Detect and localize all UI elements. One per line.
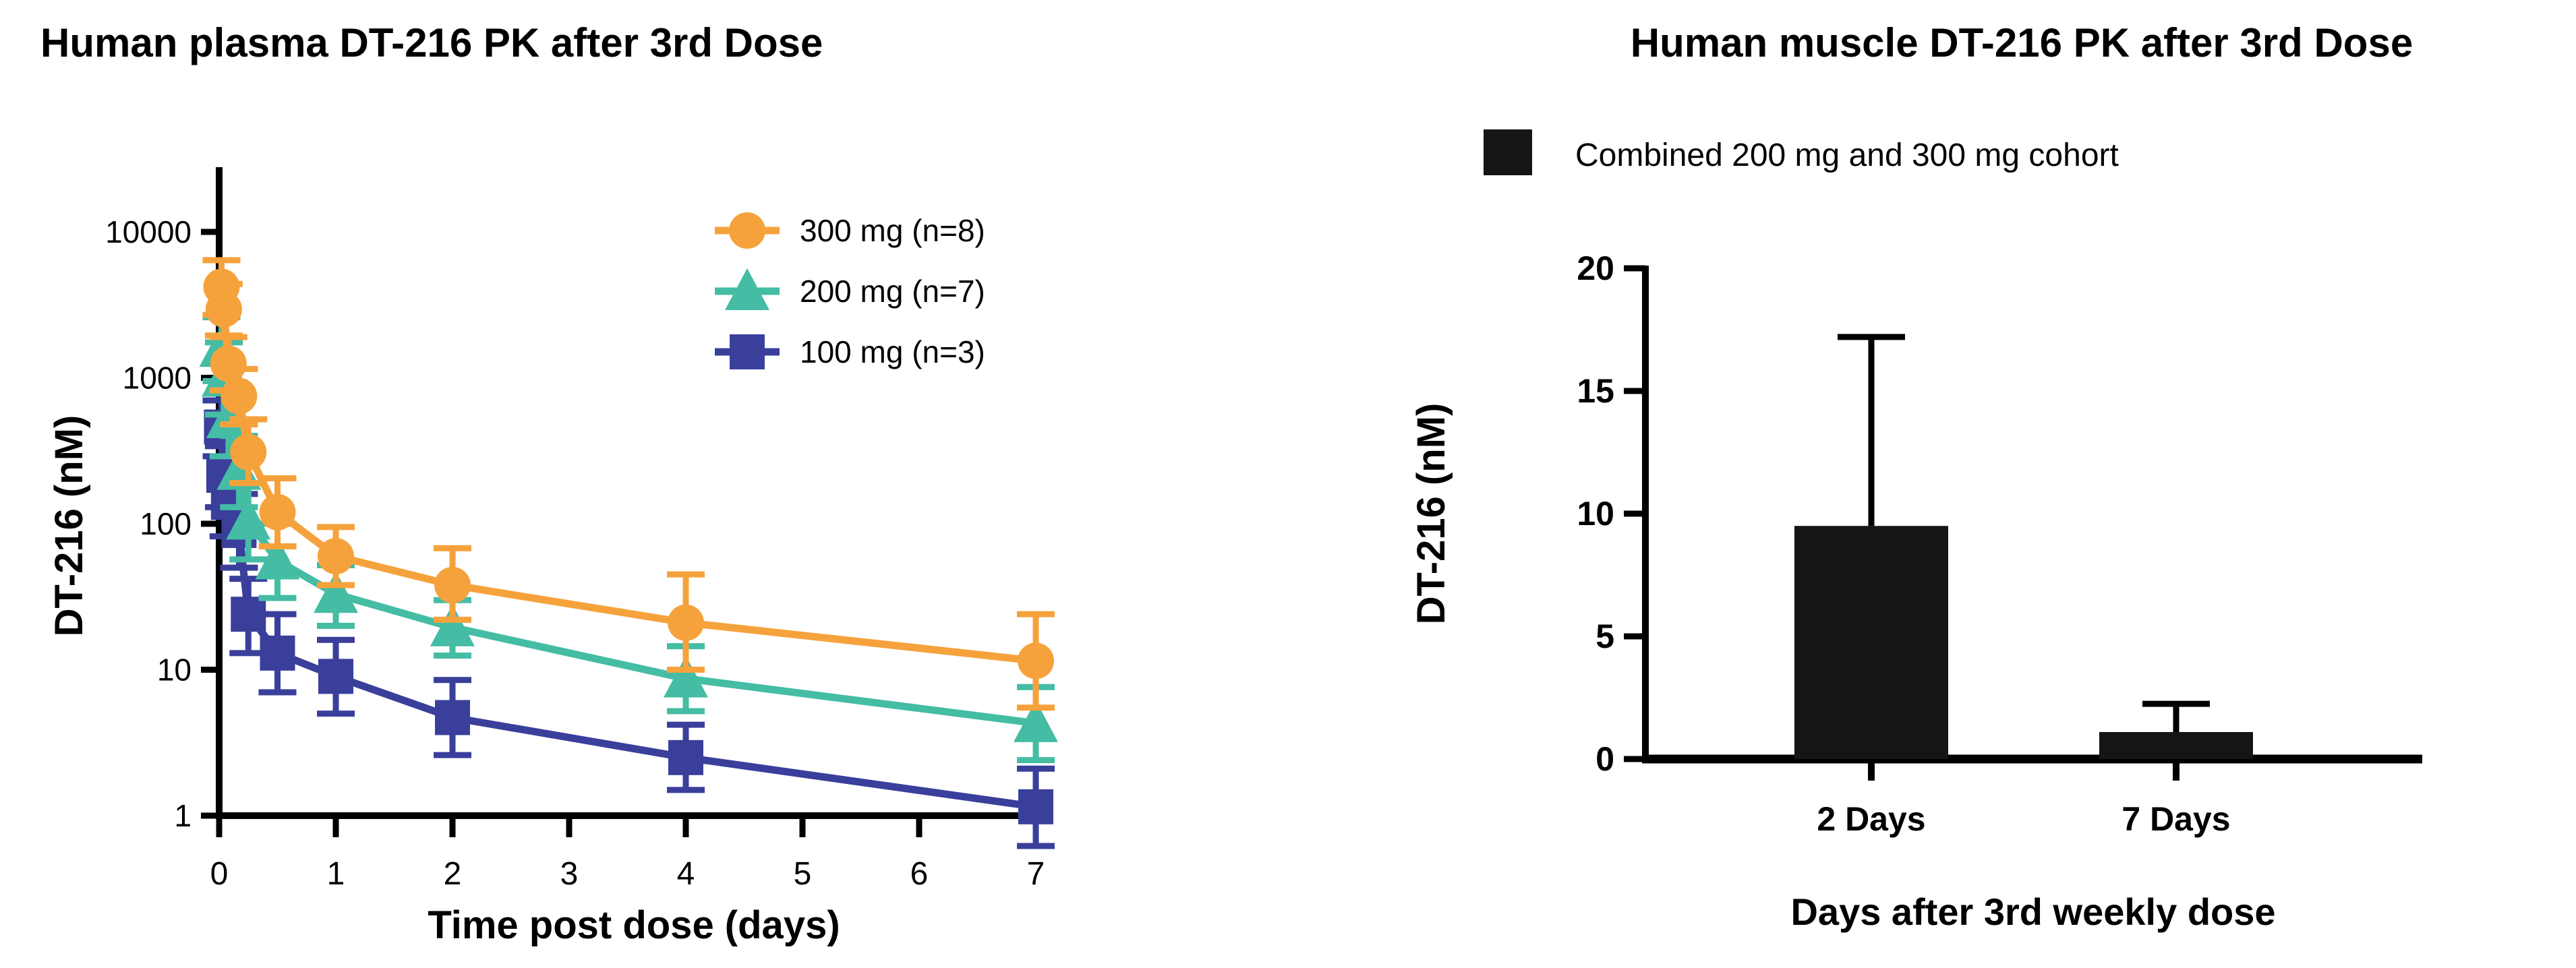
muscle-legend-swatch (1484, 129, 1532, 175)
triangle-marker (430, 604, 475, 646)
legend-triangle-marker (725, 268, 769, 310)
muscle-plot-area: 0 5 10 15 20 2 Days 7 Days (1577, 249, 2422, 838)
triangle-marker (314, 571, 358, 613)
plasma-legend-label-100mg: 100 mg (n=3) (800, 334, 985, 369)
square-marker (231, 597, 266, 632)
circle-marker (205, 291, 242, 328)
square-marker (435, 700, 470, 735)
muscle-y-tick-label: 20 (1577, 249, 1614, 287)
circle-marker (1018, 642, 1054, 679)
circle-marker (668, 604, 704, 641)
circle-marker (259, 493, 296, 531)
plasma-legend-label-300mg: 300 mg (n=8) (800, 213, 985, 248)
circle-marker (434, 566, 471, 603)
muscle-y-tick-label: 0 (1596, 740, 1614, 778)
square-marker (260, 635, 295, 671)
bar-2-Days (1794, 526, 1948, 759)
muscle-y-tick-label: 15 (1577, 372, 1614, 410)
plasma-y-axis-label: DT-216 (nM) (47, 415, 91, 637)
bar-7-Days (2099, 731, 2253, 759)
plasma-x-tick-label: 7 (1027, 856, 1045, 892)
square-marker (1018, 789, 1053, 824)
muscle-category-label: 2 Days (1817, 800, 1925, 838)
circle-marker (210, 345, 247, 382)
muscle-y-axis-label: DT-216 (nM) (1409, 403, 1453, 625)
legend-circle-marker (729, 212, 765, 249)
plasma-x-tick-label: 2 (444, 856, 462, 892)
plasma-y-tick-label: 1000 (123, 361, 192, 396)
circle-marker (230, 433, 267, 471)
plasma-chart-title: Human plasma DT-216 PK after 3rd Dose (40, 20, 823, 65)
circle-marker (318, 538, 354, 575)
square-marker (668, 739, 703, 775)
triangle-marker (1014, 700, 1058, 742)
plasma-y-tick-label: 10 (157, 653, 192, 688)
plasma-y-tick-label: 1 (174, 798, 192, 833)
triangle-marker (206, 396, 251, 438)
plasma-x-tick-label: 1 (327, 856, 345, 892)
plasma-x-tick-label: 3 (560, 856, 579, 892)
circle-marker (221, 377, 258, 415)
plasma-x-tick-label: 5 (794, 856, 812, 892)
muscle-y-tick-label: 10 (1577, 495, 1614, 533)
muscle-x-axis-label: Days after 3rd weekly dose (1790, 890, 2275, 933)
muscle-category-label: 7 Days (2121, 800, 2230, 838)
plasma-y-tick-label: 100 (140, 506, 192, 541)
triangle-marker (664, 655, 708, 698)
square-marker (318, 659, 353, 694)
muscle-legend-label: Combined 200 mg and 300 mg cohort (1575, 138, 2119, 173)
plasma-x-tick-label: 6 (910, 856, 929, 892)
muscle-legend: Combined 200 mg and 300 mg cohort (1484, 129, 2119, 175)
muscle-chart-title: Human muscle DT-216 PK after 3rd Dose (1631, 20, 2413, 65)
muscle-y-tick-label: 5 (1596, 617, 1614, 655)
legend-square-marker (730, 334, 765, 369)
plasma-x-tick-label: 4 (677, 856, 695, 892)
plasma-legend: 300 mg (n=8) 200 mg (n=7) 100 mg (n=3) (800, 213, 985, 369)
series-300-mg-n-8- (202, 257, 1055, 711)
triangle-marker (226, 497, 271, 540)
plasma-x-tick-label: 0 (210, 856, 229, 892)
plasma-y-tick-label: 10000 (105, 214, 192, 249)
plasma-legend-label-200mg: 200 mg (n=7) (800, 274, 985, 309)
triangle-marker (255, 537, 300, 580)
series-line (217, 286, 1036, 665)
plasma-x-axis-label: Time post dose (days) (428, 903, 840, 947)
